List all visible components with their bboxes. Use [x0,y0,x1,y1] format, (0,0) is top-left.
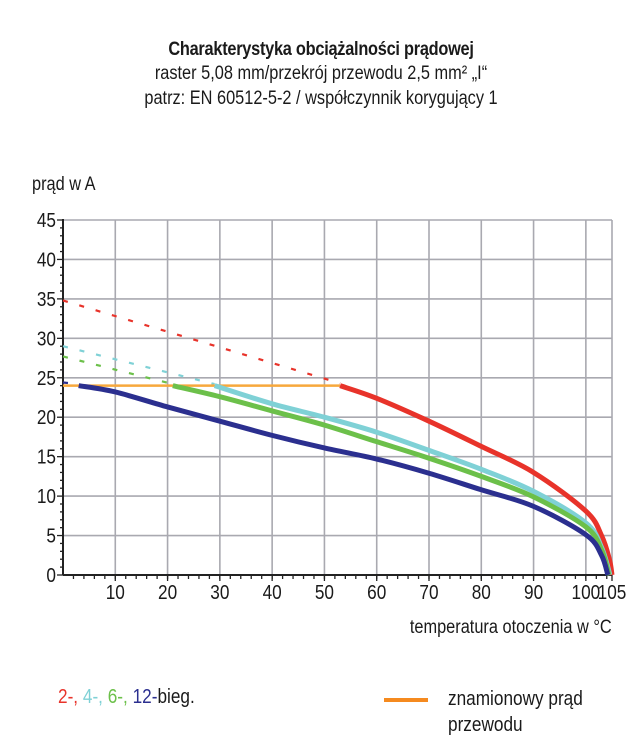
chart-subtitle-1: raster 5,08 mm/przekrój przewodu 2,5 mm²… [154,63,488,84]
legend-series-2: 6- [107,686,124,708]
x-tick-label: 70 [419,581,438,604]
legend-series-3: 12- [132,686,158,708]
x-axis-label: temperatura otoczenia w °C [410,617,612,638]
x-tick-label: 40 [263,581,282,604]
tick-labels: 0 5 10 15 20 25 30 35 40 45 10 20 30 40 50 60 70 80 90 1001… [37,209,626,604]
legend-sep: , [123,686,128,708]
y-tick-label: 0 [46,564,56,587]
x-tick-label: 30 [210,581,229,604]
legend-series-0: 2- [58,686,74,708]
y-tick-label: 15 [37,445,56,468]
axes [57,219,613,581]
extrapolation-lines [62,299,341,386]
x-tick-label: 10 [106,581,125,604]
x-tick-label: 105 [598,581,627,604]
legend-reference-label: znamionowy prąd przewodu [448,688,583,736]
x-tick-label: 80 [472,581,491,604]
series-line-2 [172,383,612,576]
chart-subtitle-2: patrz: EN 60512-5-2 / współczynnik koryg… [144,88,498,109]
grid [63,219,613,575]
legend-sep: , [98,686,103,708]
series-dashed-0 [62,299,341,385]
series-line-0 [339,383,615,576]
y-axis-label: prąd w A [32,174,96,195]
y-tick-label: 25 [37,367,56,390]
series-dashed-2 [62,355,174,386]
legend-sep: , [73,686,79,708]
chart-title: Charakterystyka obciążalności prądowej [168,39,474,60]
x-tick-label: 60 [367,581,386,604]
series-dashed-3 [62,381,79,386]
y-tick-label: 45 [37,209,56,232]
legend-series: 2-, 4-, 6-, 12-bieg. [58,686,195,709]
y-tick-label: 30 [37,327,56,350]
x-tick-label: 100 [572,581,601,604]
legend-reference-swatch [384,698,428,702]
y-tick-label: 5 [46,524,56,547]
title-block: Charakterystyka obciążalności prądowej r… [0,38,642,111]
x-tick-label: 20 [158,581,177,604]
y-tick-label: 10 [37,485,56,508]
x-tick-label: 90 [524,581,543,604]
y-tick-label: 40 [37,248,56,271]
series-lines [78,383,615,576]
x-tick-label: 50 [315,581,334,604]
y-tick-label: 35 [37,288,56,311]
y-tick-label: 20 [37,406,56,429]
series-line-3 [78,383,611,576]
legend-series-1: 4- [82,686,99,708]
legend-suffix: bieg. [157,686,195,708]
